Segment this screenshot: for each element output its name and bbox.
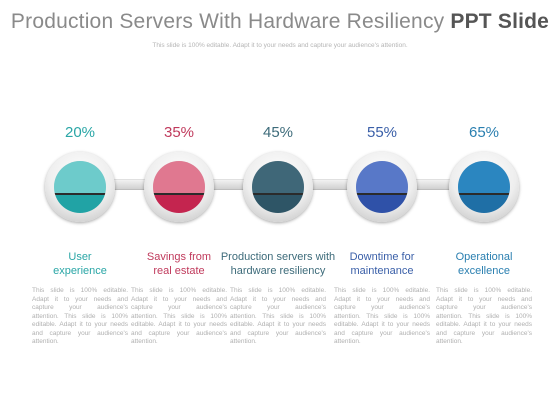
step-disc — [153, 161, 205, 213]
step-ring — [144, 152, 214, 222]
disc-divider — [153, 193, 205, 196]
step-disc — [356, 161, 408, 213]
disc-bottom-fill — [153, 195, 205, 213]
step-percent: 45% — [262, 124, 294, 141]
disc-bottom-fill — [54, 195, 106, 213]
step-label-line1: Operational — [455, 251, 513, 263]
step-label: Operational excellence — [424, 250, 544, 278]
step-label-line1: Savings from — [146, 251, 212, 263]
disc-bottom-fill — [356, 195, 408, 213]
disc-top-fill — [252, 161, 304, 194]
disc-bottom-fill — [458, 195, 510, 213]
disc-top-fill — [356, 161, 408, 194]
step-label: Production servers with hardware resilie… — [208, 250, 348, 278]
step-disc — [458, 161, 510, 213]
step-label: Savings from real estate — [119, 250, 239, 278]
step-label: User experience — [20, 250, 140, 278]
step-label-line2: real estate — [153, 265, 205, 277]
slide-title-bold: PPT Slide — [450, 10, 550, 33]
step-label: Downtime for maintenance — [322, 250, 442, 278]
slide-title: Production Servers With Hardware Resilie… — [0, 10, 560, 34]
disc-divider — [356, 193, 408, 196]
disc-top-fill — [458, 161, 510, 194]
disc-divider — [252, 193, 304, 196]
step-description: This slide is 100% editable. Adapt it to… — [436, 287, 532, 345]
step-ring — [347, 152, 417, 222]
step-ring — [45, 152, 115, 222]
step-ring — [449, 152, 519, 222]
disc-divider — [458, 193, 510, 196]
step-label-line1: User — [68, 251, 92, 263]
disc-bottom-fill — [252, 195, 304, 213]
step-label-line2: maintenance — [350, 265, 414, 277]
step-disc — [54, 161, 106, 213]
step-percent: 35% — [163, 124, 195, 141]
step-description: This slide is 100% editable. Adapt it to… — [131, 287, 227, 345]
disc-top-fill — [153, 161, 205, 194]
disc-top-fill — [54, 161, 106, 194]
step-label-line2: excellence — [458, 265, 510, 277]
step-description: This slide is 100% editable. Adapt it to… — [32, 287, 128, 345]
step-percent: 55% — [366, 124, 398, 141]
step-description: This slide is 100% editable. Adapt it to… — [334, 287, 430, 345]
step-label-line2: hardware resiliency — [230, 265, 326, 277]
slide-title-main: Production Servers With Hardware Resilie… — [10, 10, 445, 33]
step-description: This slide is 100% editable. Adapt it to… — [230, 287, 326, 345]
step-label-line1: Downtime for — [349, 251, 415, 263]
step-label-line2: experience — [53, 265, 107, 277]
step-disc — [252, 161, 304, 213]
step-percent: 65% — [468, 124, 500, 141]
step-percent: 20% — [64, 124, 96, 141]
disc-divider — [54, 193, 106, 196]
slide-subtitle: This slide is 100% editable. Adapt it to… — [152, 42, 408, 49]
step-label-line1: Production servers with — [220, 251, 336, 263]
step-ring — [243, 152, 313, 222]
